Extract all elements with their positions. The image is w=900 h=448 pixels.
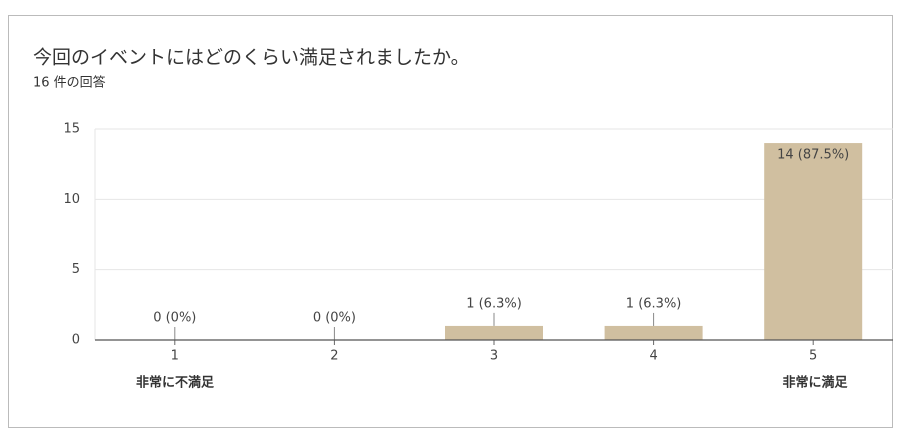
x-tick-label: 5 xyxy=(809,349,817,364)
y-tick-label: 10 xyxy=(63,192,80,207)
chart-title: 今回のイベントにはどのくらい満足されましたか。 xyxy=(33,47,470,69)
bar xyxy=(445,325,543,340)
scale-high-label: 非常に満足 xyxy=(782,375,848,391)
value-label: 14 (87.5%) xyxy=(777,148,849,163)
y-tick-label: 5 xyxy=(72,262,80,277)
card xyxy=(8,15,893,428)
value-label: 0 (0%) xyxy=(153,311,196,326)
bar xyxy=(764,143,863,340)
value-label: 0 (0%) xyxy=(313,311,356,326)
x-tick-label: 4 xyxy=(649,349,657,364)
bar xyxy=(604,325,703,340)
x-tick-label: 1 xyxy=(171,349,179,364)
x-tick-label: 3 xyxy=(490,349,498,364)
x-tick-label: 2 xyxy=(330,349,338,364)
scale-low-label: 非常に不満足 xyxy=(136,375,215,391)
y-tick-label: 0 xyxy=(72,333,80,348)
y-tick-label: 15 xyxy=(63,122,80,137)
value-label: 1 (6.3%) xyxy=(466,296,522,311)
chart-subtitle: 16 件の回答 xyxy=(33,75,106,91)
value-label: 1 (6.3%) xyxy=(626,296,682,311)
